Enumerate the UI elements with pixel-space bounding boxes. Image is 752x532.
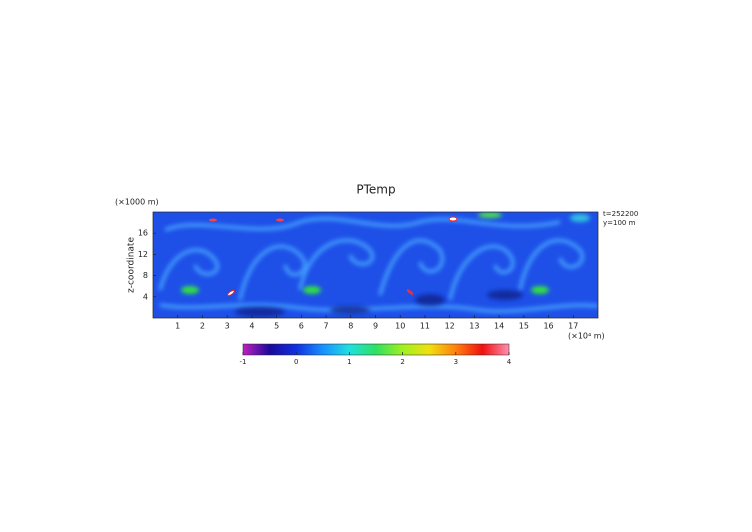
annotation: t=252200 [603,210,638,218]
x-tick-label: 1 [175,322,180,331]
y-tick-label: 12 [138,250,148,259]
colorbar-tick-label: 0 [294,358,298,366]
colorbar [242,343,510,356]
x-axis-label: (×10⁴ m) [568,332,605,341]
colorbar-tick-label: 1 [347,358,351,366]
x-tick-label: 12 [445,322,455,331]
annotation: y=100 m [603,219,636,227]
colorbar-tick-label: 3 [454,358,458,366]
y-tick-label: 16 [138,229,148,238]
x-tick-label: 14 [494,322,504,331]
chart-title: PTemp [356,183,395,197]
x-tick-label: 11 [420,322,430,331]
y-unit: (×1000 m) [115,198,159,207]
colorbar-tick-label: 4 [507,358,512,366]
x-tick-label: 15 [519,322,529,331]
x-tick-label: 3 [225,322,230,331]
colorbar-tick-label: -1 [240,358,247,366]
x-tick-label: 16 [543,322,553,331]
x-tick-label: 9 [373,322,378,331]
x-tick-label: 4 [249,322,254,331]
x-tick-label: 10 [395,322,405,331]
y-tick-label: 8 [143,271,148,280]
x-tick-label: 13 [469,322,479,331]
x-tick-label: 5 [274,322,279,331]
x-tick-label: 7 [324,322,329,331]
y-axis-label: z-coordinate [127,237,137,293]
x-tick-label: 2 [200,322,205,331]
y-tick-label: 4 [143,292,148,301]
x-tick-label: 6 [299,322,304,331]
x-tick-label: 17 [568,322,578,331]
colorbar-tick-label: 2 [400,358,404,366]
x-tick-label: 8 [348,322,353,331]
field [153,212,598,318]
